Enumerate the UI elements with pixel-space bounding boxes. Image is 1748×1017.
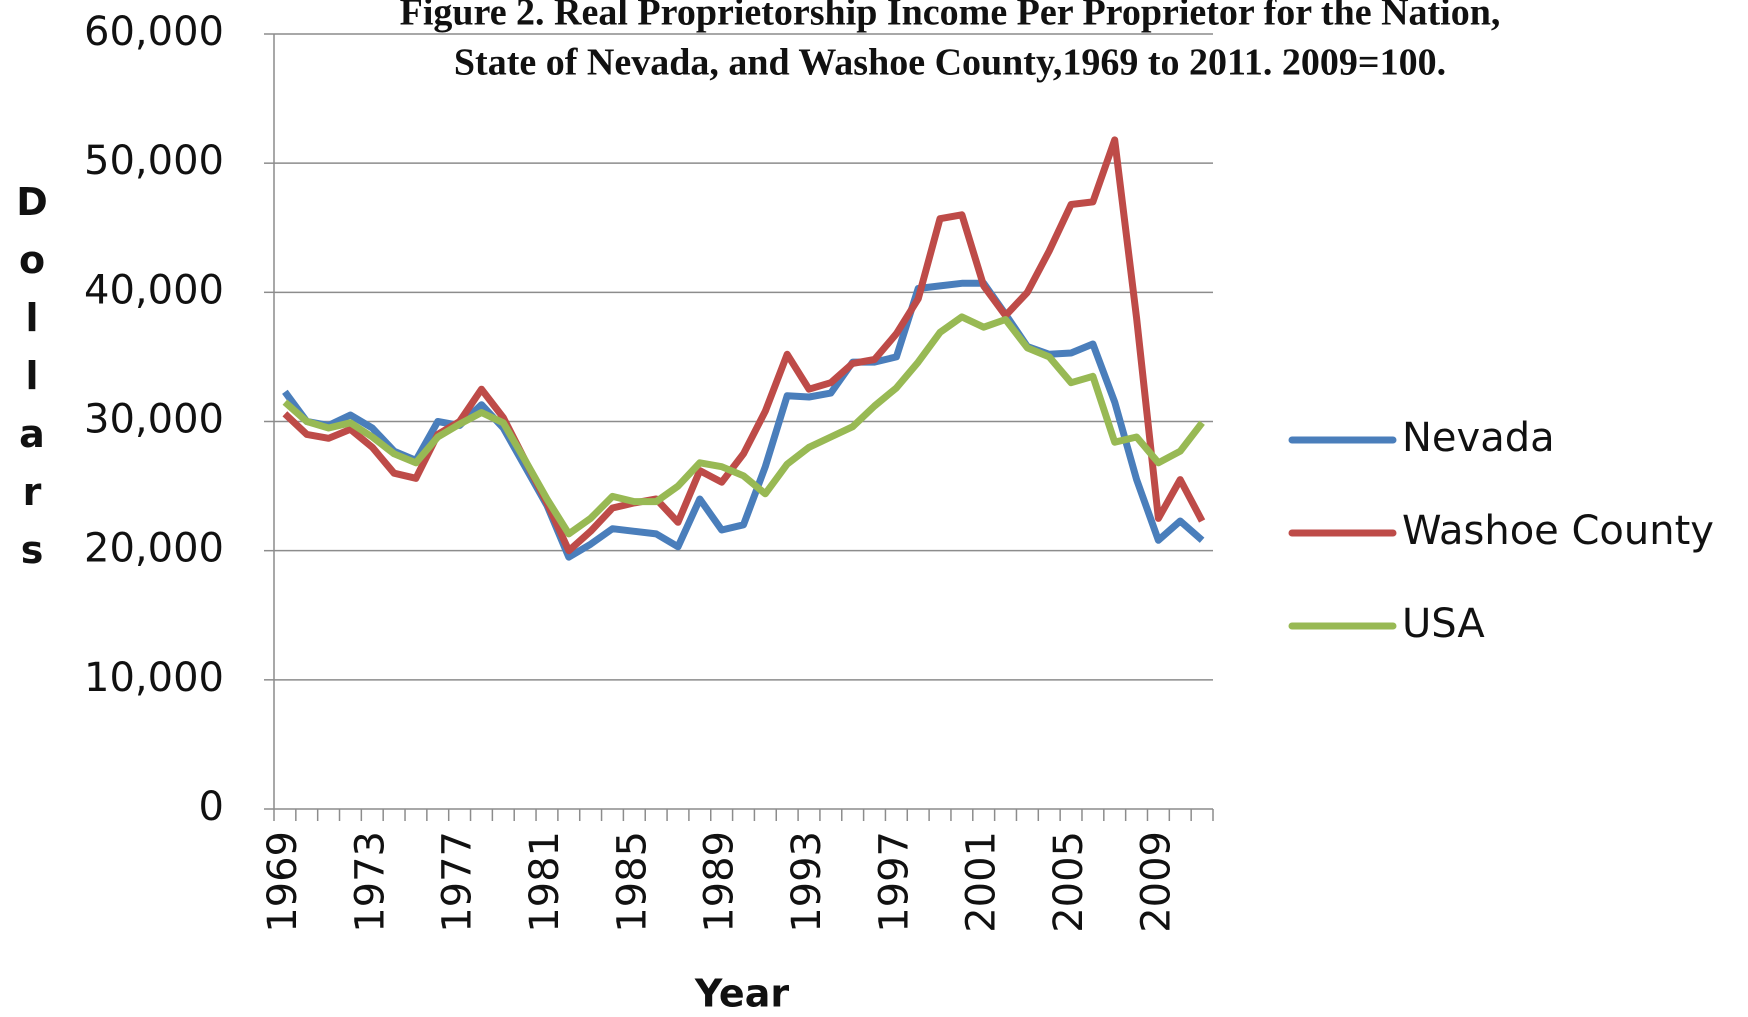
y-tick-label: 10,000: [84, 655, 224, 701]
line-series: [282, 279, 1205, 561]
x-axis-label: Year: [694, 972, 789, 1016]
x-tick-label: 2009: [1133, 831, 1179, 933]
chart-title: Figure 2. Real Proprietorship Income Per…: [400, 0, 1501, 34]
y-tick-label: 20,000: [84, 526, 224, 572]
y-tick-label: 60,000: [84, 9, 224, 55]
y-axis-label: Dollars: [10, 180, 54, 586]
line-series: [282, 136, 1206, 555]
x-tick-label: 1973: [347, 831, 393, 933]
y-tick-label: 40,000: [84, 267, 224, 313]
x-tick-label: 1981: [522, 831, 568, 933]
x-tick-label: 1989: [697, 831, 743, 933]
x-tick-label: 1985: [609, 831, 655, 933]
y-tick-label: 50,000: [84, 138, 224, 184]
legend-label: USA: [1402, 601, 1485, 647]
x-tick-label: 1993: [784, 831, 830, 933]
x-tick-label: 1977: [435, 831, 481, 933]
y-tick-label: 0: [199, 784, 224, 830]
x-tick-label: 1969: [260, 831, 306, 933]
legend-label: Nevada: [1402, 415, 1555, 461]
y-tick-label: 30,000: [84, 397, 224, 443]
chart-title: State of Nevada, and Washoe County,1969 …: [454, 42, 1446, 84]
x-tick-label: 1997: [871, 831, 917, 933]
x-tick-label: 2001: [959, 831, 1005, 933]
line-series: [282, 313, 1205, 538]
x-tick-label: 2005: [1046, 831, 1092, 933]
legend-label: Washoe County: [1402, 508, 1714, 554]
